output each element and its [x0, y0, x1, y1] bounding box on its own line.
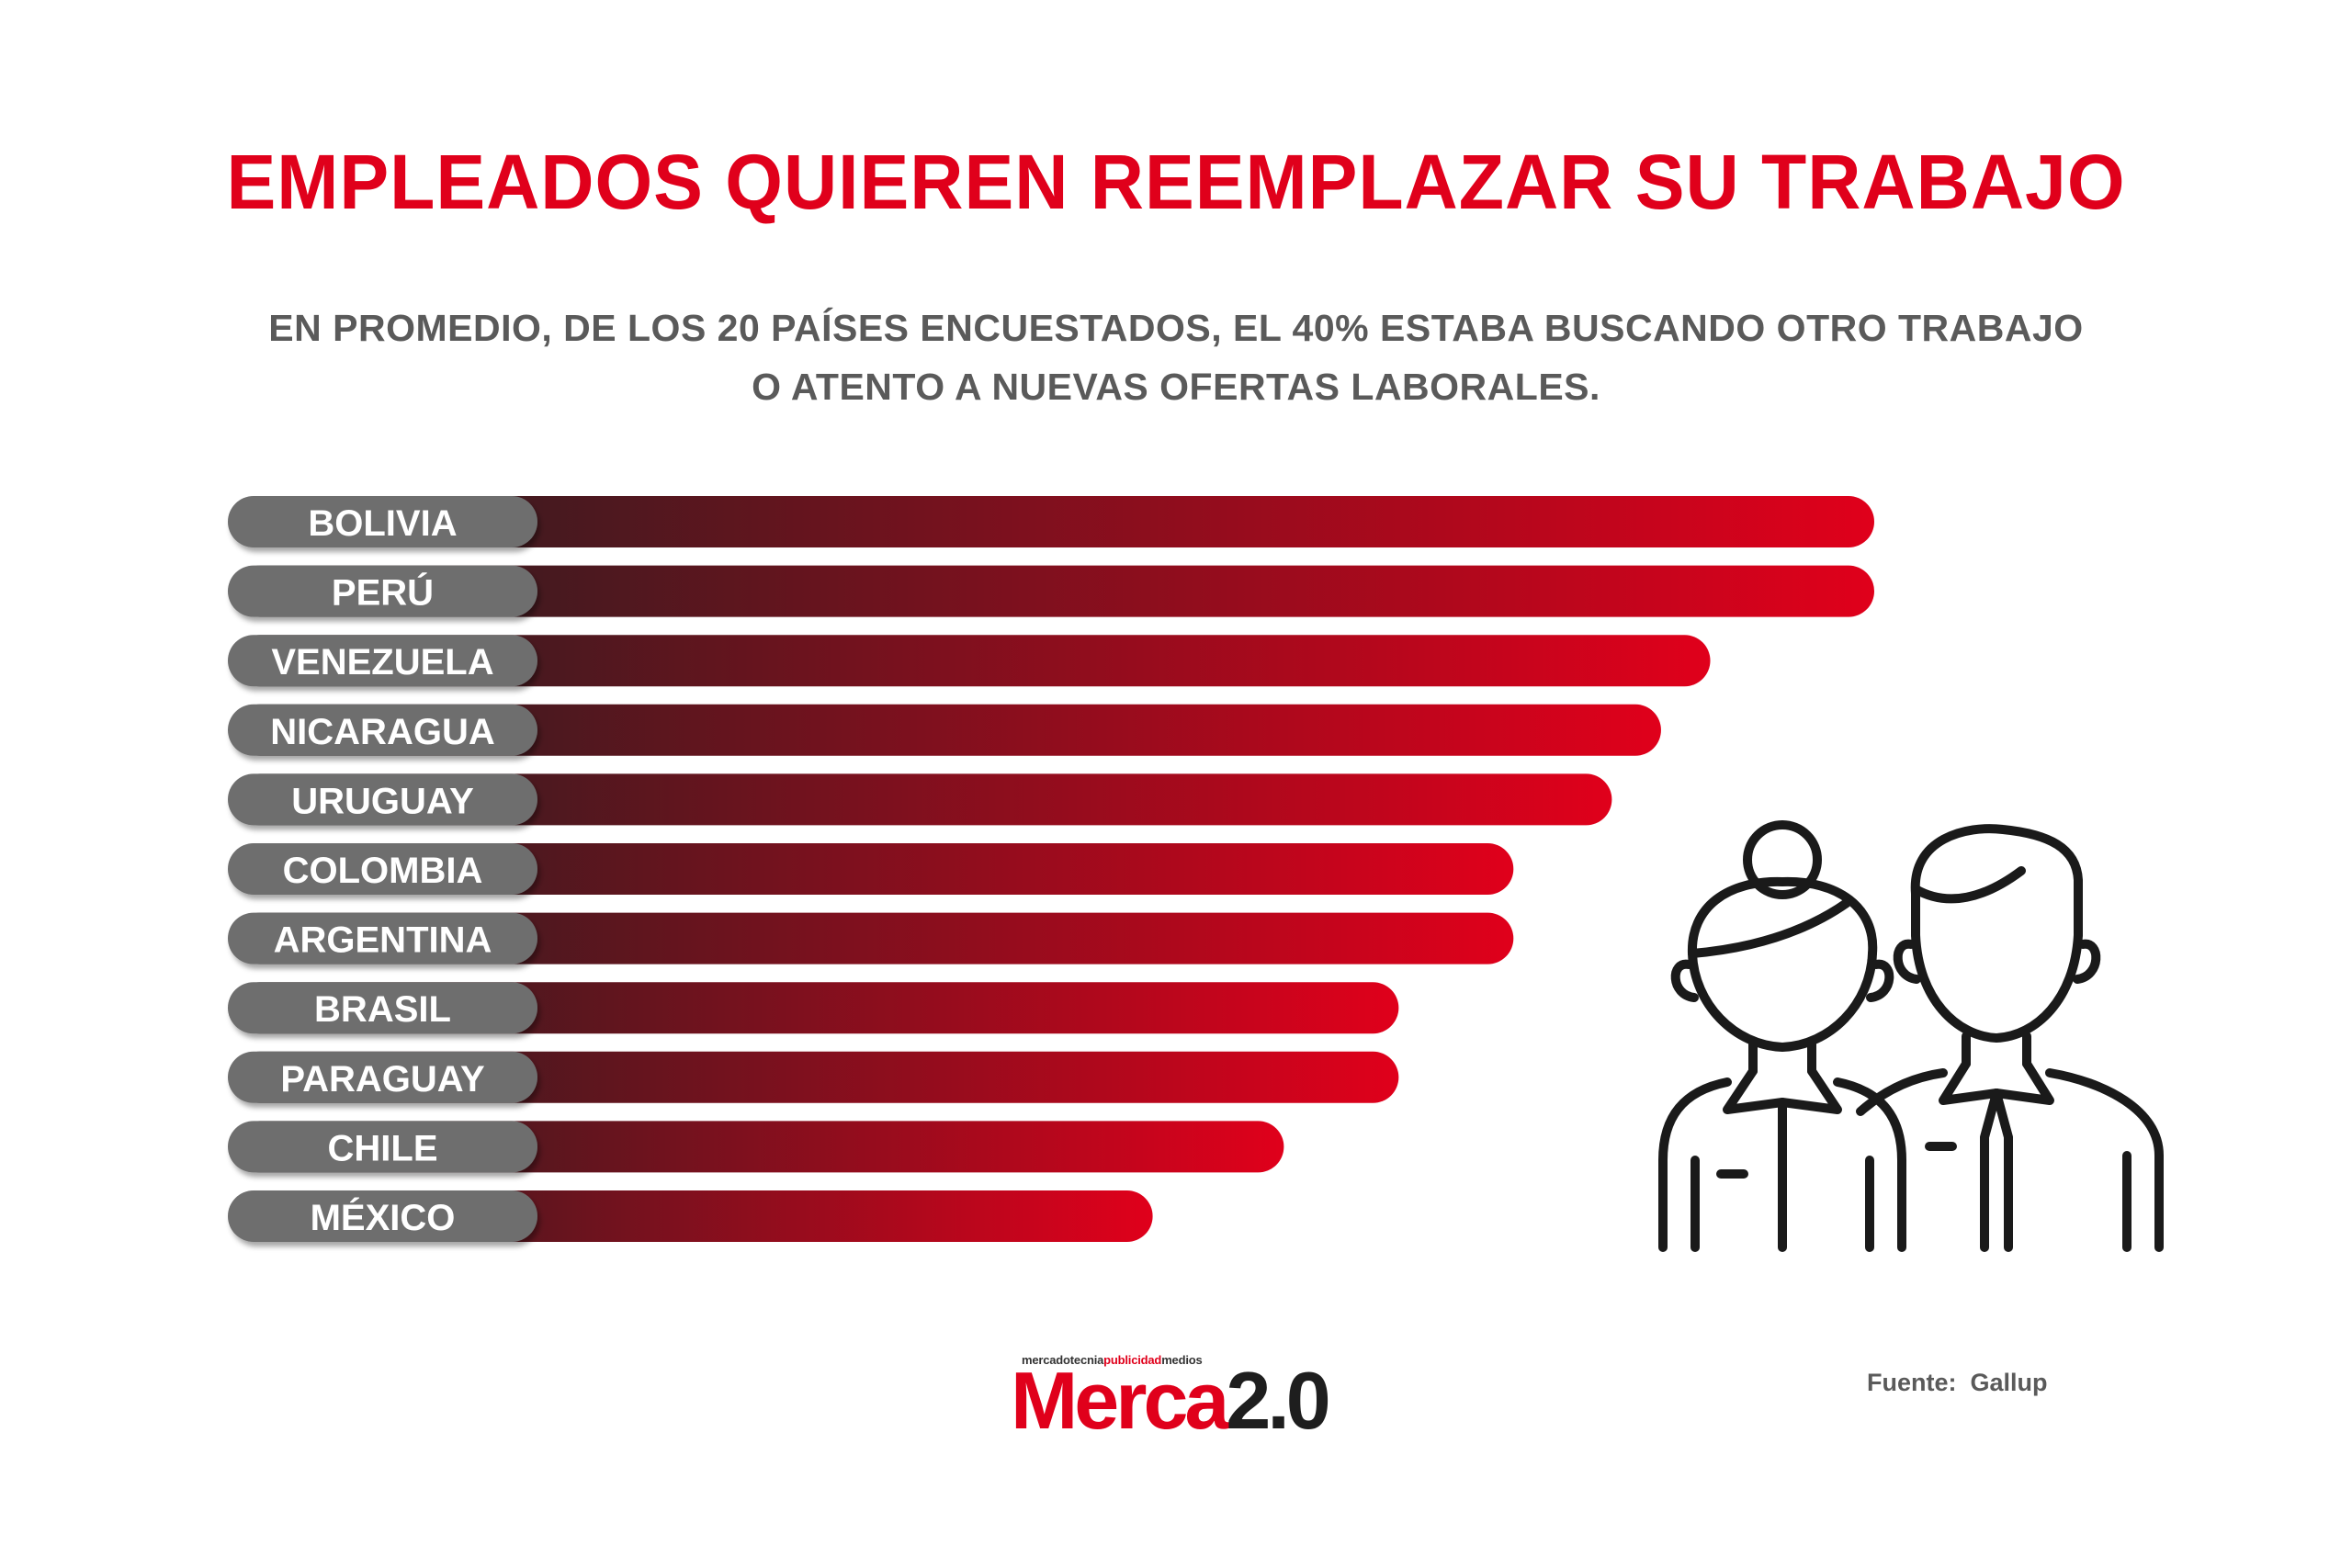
- bar-2: [234, 635, 1711, 687]
- chart-title: EMPLEADOS QUIEREN REEMPLAZAR SU TRABAJO: [226, 139, 2126, 225]
- source-value: Gallup: [1970, 1369, 2048, 1396]
- category-label-6: ARGENTINA: [274, 920, 492, 961]
- category-pill-1: [228, 565, 537, 617]
- category-pill-5: [228, 843, 537, 895]
- logo-tagline: mercadotecniapublicidadmedios: [1022, 1353, 1203, 1367]
- bar-1: [234, 565, 1874, 617]
- category-label-1: PERÚ: [332, 571, 434, 614]
- category-pill-8: [228, 1051, 537, 1103]
- logo-wordmark: Merca2.0: [1011, 1355, 1331, 1446]
- category-label-9: CHILE: [328, 1128, 438, 1168]
- category-label-10: MÉXICO: [311, 1197, 456, 1238]
- bar-4: [234, 773, 1612, 826]
- category-label-8: PARAGUAY: [280, 1059, 485, 1100]
- category-label-2: VENEZUELA: [271, 642, 493, 682]
- category-pill-4: [228, 773, 537, 826]
- merca-logo: mercadotecniapublicidadmedios Merca2.0: [1011, 1346, 1378, 1447]
- category-pill-9: [228, 1121, 537, 1173]
- category-label-0: BOLIVIA: [308, 503, 457, 544]
- bar-0: [234, 496, 1874, 547]
- employees-icon: [1658, 820, 2164, 1252]
- chart-subtitle-line-2: O ATENTO A NUEVAS OFERTAS LABORALES.: [752, 366, 1600, 408]
- category-pill-6: [228, 912, 537, 964]
- category-pill-0: [228, 496, 537, 547]
- source-label: Fuente:: [1867, 1369, 1957, 1396]
- category-label-3: NICARAGUA: [270, 712, 494, 752]
- source-note: Fuente: Gallup: [1867, 1369, 2048, 1397]
- category-pill-7: [228, 982, 537, 1034]
- bar-3: [234, 704, 1661, 756]
- chart-subtitle-line-1: EN PROMEDIO, DE LOS 20 PAÍSES ENCUESTADO…: [268, 307, 2084, 349]
- category-label-5: COLOMBIA: [283, 851, 483, 891]
- category-pill-10: [228, 1190, 537, 1242]
- category-label-4: URUGUAY: [291, 781, 474, 821]
- woman-employee-icon: [1658, 820, 1906, 1252]
- bar-5: [234, 843, 1514, 895]
- man-employee-icon: [1856, 824, 2164, 1252]
- category-pill-3: [228, 704, 537, 756]
- bar-6: [234, 912, 1514, 964]
- category-pill-2: [228, 635, 537, 687]
- category-label-7: BRASIL: [314, 989, 451, 1030]
